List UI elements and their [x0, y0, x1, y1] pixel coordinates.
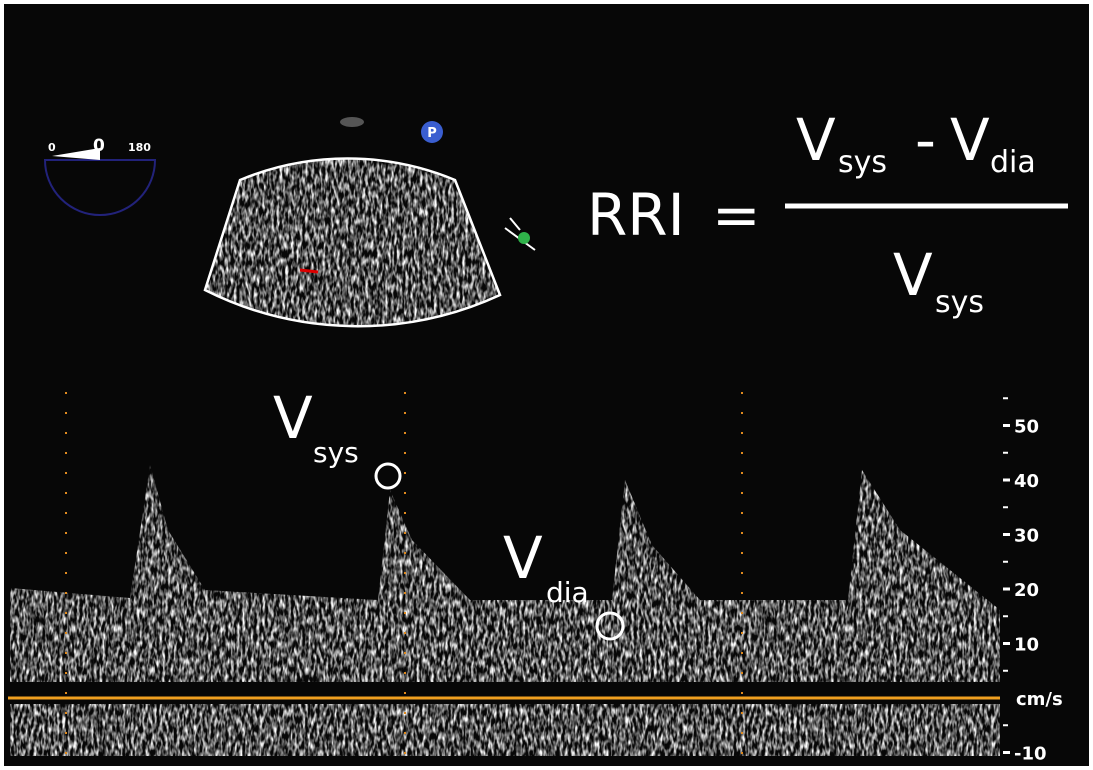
tick-label: 10: [1014, 635, 1039, 656]
angle-max: 180: [128, 141, 151, 154]
denominator-sub: sys: [935, 285, 984, 320]
formula-lhs: RRI: [587, 181, 685, 249]
reverse-flow: [10, 704, 1000, 756]
tick-label: 30: [1014, 526, 1039, 547]
numerator-sub: sys: [838, 145, 887, 180]
cursor-dot: [518, 232, 530, 244]
numerator-v: V: [950, 106, 990, 174]
annotation-v: V: [273, 384, 313, 452]
annotation-sub: sys: [313, 436, 359, 469]
angle-min: 0: [48, 141, 56, 154]
tick-label: 20: [1014, 580, 1039, 601]
angle-value: 0: [93, 136, 105, 156]
ultrasound-screen: 0 0 180 P RRI = V sys - V dia V sys: [0, 0, 1093, 770]
tick-label: 40: [1014, 471, 1039, 492]
numerator-v: V: [796, 106, 836, 174]
numerator-sub: dia: [990, 145, 1036, 180]
color-flow: [300, 270, 318, 272]
formula-equals: =: [712, 181, 761, 249]
denominator-v: V: [893, 241, 933, 309]
tick-label: 50: [1014, 417, 1039, 438]
tick-label: -10: [1014, 744, 1047, 765]
unit-label: cm/s: [1016, 689, 1063, 710]
probe-marker: P: [427, 126, 437, 141]
annotation-sub: dia: [546, 576, 589, 609]
apex-marker: [340, 117, 364, 127]
numerator-minus: -: [915, 106, 936, 174]
annotation-v: V: [503, 524, 543, 592]
